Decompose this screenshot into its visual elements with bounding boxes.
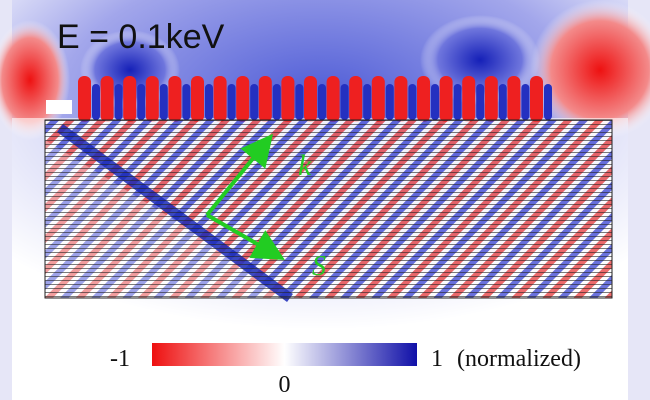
tooth [258,76,272,122]
field-map [0,0,650,330]
tooth-gap [318,84,326,120]
tooth-gap [295,84,304,120]
tooth [78,76,91,122]
tooth-gap [227,84,236,120]
s-label: S [312,251,326,282]
tooth-gap [363,84,372,120]
tooth-gap [250,84,259,120]
tooth [349,76,363,122]
colorbar-tick-label: 0 [279,372,291,398]
tooth [123,76,137,122]
tooth-gap [544,84,552,120]
colorbar: -1 0 1 (normalized) [110,343,581,398]
tooth-gap [408,84,417,120]
tooth [371,76,385,122]
tooth-gap [340,84,349,120]
tooth-gap [498,84,507,120]
tooth-gap [137,84,146,120]
tooth-gap [431,84,439,120]
tooth [326,76,340,122]
tooth [462,76,476,122]
k-label: k [298,149,312,182]
tooth [100,76,114,122]
tooth-gap [92,84,100,120]
energy-label: E = 0.1keV [57,18,225,56]
tooth-gap [205,84,213,120]
tooth [236,76,250,122]
tooth [145,76,159,122]
tooth [191,76,204,122]
vectors: k S [205,133,326,282]
colorbar-tick-label: -1 [110,346,130,372]
tooth [507,76,521,122]
tooth-gap [385,84,394,120]
tooth [304,76,317,122]
colorbar-label: (normalized) [457,346,581,372]
tooth-gap [476,84,485,120]
tooth [281,76,295,122]
tooth [484,76,498,122]
tooth [439,76,453,122]
tooth-gap [521,84,530,120]
tooth [417,76,430,122]
tooth-gap [182,84,191,120]
tooth-gap [159,84,168,120]
tooth [394,76,408,122]
tooth-gap [114,84,123,120]
tooth [530,76,543,122]
tooth [213,76,227,122]
colorbar-scale [152,343,417,366]
tooth-gap [453,84,462,120]
tooth [168,76,182,122]
tooth-gap [272,84,281,120]
colorbar-tick-label: 1 [431,346,443,372]
